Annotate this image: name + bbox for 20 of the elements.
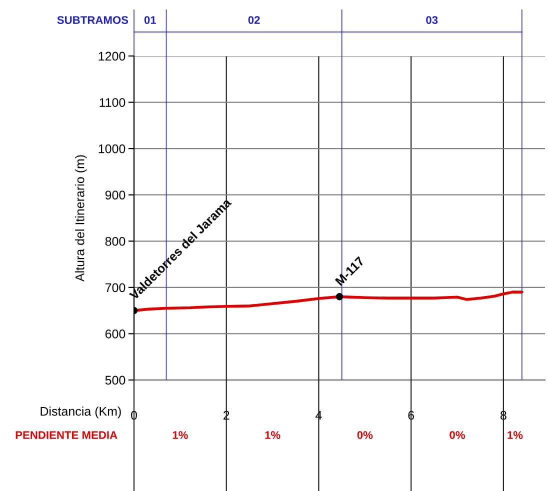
text: 1% xyxy=(265,431,280,439)
y-tick-label: 500 xyxy=(105,376,126,385)
text: PENDIENTE MEDIA xyxy=(16,431,118,439)
text: 1% xyxy=(172,431,188,439)
y-tick-label: 1100 xyxy=(100,98,126,107)
y-axis-title: Altura del Itinerario (m) xyxy=(75,155,87,282)
text: SUBTRAMOS xyxy=(57,16,128,24)
text: 01 xyxy=(144,16,156,24)
y-tick-label: 700 xyxy=(105,283,126,292)
y-tick-label: 800 xyxy=(105,236,126,246)
y-tick-label: 600 xyxy=(105,330,126,338)
y-tick-label: 1000 xyxy=(98,144,126,154)
x-axis-title: Distancia (Km) xyxy=(40,406,121,418)
text: 02 xyxy=(248,16,260,24)
text: 0% xyxy=(357,431,373,439)
y-tick-label: 1200 xyxy=(98,52,126,61)
y-tick-label: 900 xyxy=(105,190,126,200)
text: 0% xyxy=(450,431,465,439)
text: 1% xyxy=(508,431,523,439)
text: 03 xyxy=(426,16,438,24)
